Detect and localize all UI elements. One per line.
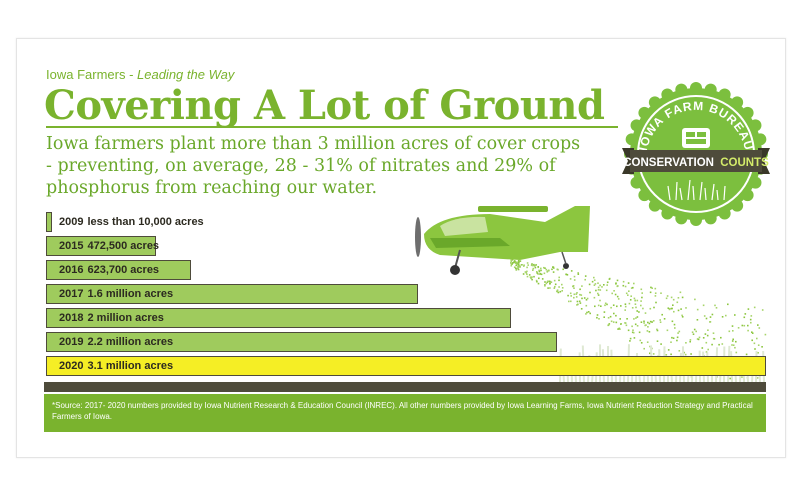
value-label: less than 10,000 acres (87, 216, 204, 228)
farm-bureau-logo-icon (682, 128, 710, 148)
kicker-plain: Iowa Farmers - (46, 67, 138, 82)
svg-text:CONSERVATION COUNTS: CONSERVATION COUNTS (623, 157, 769, 169)
source-footer: *Source: 2017- 2020 numbers provided by … (44, 394, 766, 432)
value-label: 2 million acres (87, 312, 164, 324)
bar-label-2018: 2018 2 million acres (59, 309, 164, 328)
bar-2015: 2015 472,500 acres (46, 236, 159, 256)
category-label: 2017 (59, 288, 84, 300)
bar-label-2019: 2019 2.2 million acres (59, 333, 173, 352)
bar-2020: 2020 3.1 million acres (46, 356, 766, 376)
category-label: 2020 (59, 360, 84, 372)
category-label: 2018 (59, 312, 84, 324)
bar-2009: 2009 less than 10,000 acres (46, 212, 204, 232)
conservation-badge: IOWA FARM BUREAU CONSERVATION COUNTS (622, 82, 770, 226)
kicker-italic: Leading the Way (137, 67, 235, 82)
category-label: 2015 (59, 240, 84, 252)
grass-icon (667, 179, 726, 201)
kicker: Iowa Farmers - Leading the Way (46, 67, 234, 82)
value-label: 623,700 acres (87, 264, 160, 276)
category-label: 2016 (59, 264, 84, 276)
badge-ribbon-right: COUNTS (720, 157, 769, 169)
bar-2016: 2016 623,700 acres (46, 260, 191, 280)
bar-label-2015: 2015 472,500 acres (59, 237, 159, 256)
value-label: 2.2 million acres (87, 336, 174, 348)
lead-text: Iowa farmers plant more than 3 million a… (46, 134, 581, 198)
category-label: 2009 (59, 216, 84, 228)
bar-label-2017: 2017 1.6 million acres (59, 285, 173, 304)
bar-2018: 2018 2 million acres (46, 308, 511, 328)
bar-label-2009: 2009 less than 10,000 acres (59, 213, 204, 232)
value-label: 3.1 million acres (87, 360, 174, 372)
badge-ribbon-left: CONSERVATION (623, 157, 714, 169)
value-label: 1.6 million acres (87, 288, 174, 300)
value-label: 472,500 acres (87, 240, 160, 252)
bar-2017: 2017 1.6 million acres (46, 284, 418, 304)
bar-label-2016: 2016 623,700 acres (59, 261, 159, 280)
category-label: 2019 (59, 336, 84, 348)
ground-strip (44, 382, 766, 392)
bar-2019: 2019 2.2 million acres (46, 332, 557, 352)
badge-ribbon: CONSERVATION COUNTS (622, 148, 770, 174)
bar-label-2020: 2020 3.1 million acres (59, 357, 173, 376)
page-title: Covering A Lot of Ground (44, 82, 605, 129)
title-rule (46, 126, 618, 128)
